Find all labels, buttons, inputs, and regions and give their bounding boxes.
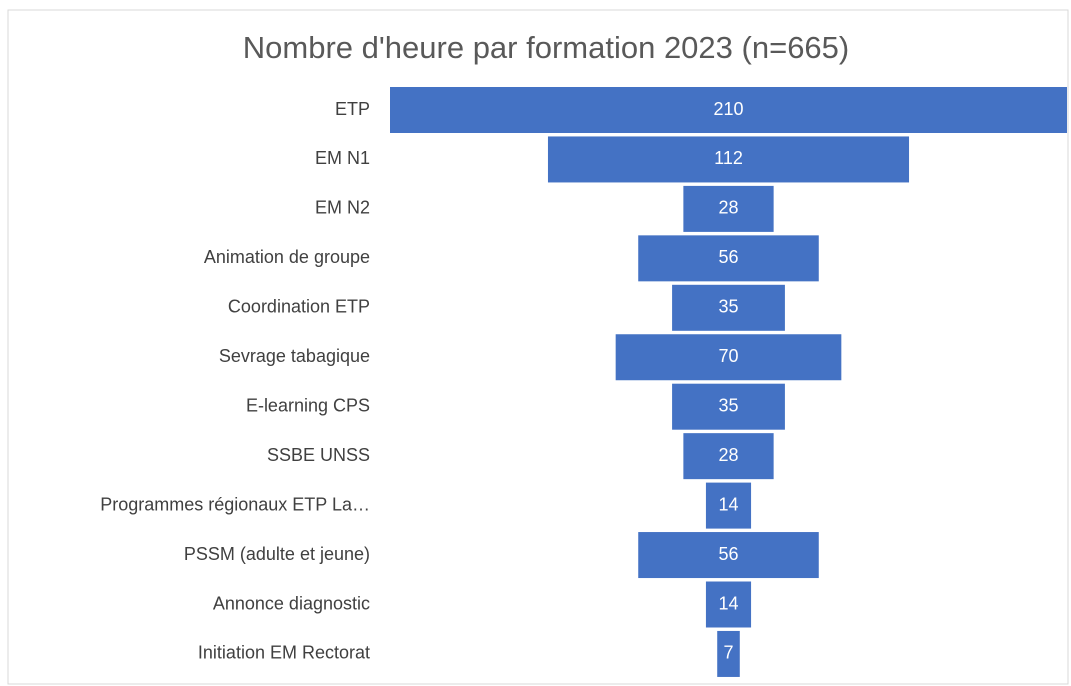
data-label: 14 xyxy=(718,593,738,613)
bar xyxy=(615,334,842,381)
data-label: 28 xyxy=(718,445,738,465)
data-label: 56 xyxy=(718,247,738,267)
data-label: 56 xyxy=(718,544,738,564)
bar xyxy=(683,433,774,480)
data-label: 210 xyxy=(713,99,743,119)
category-label: Coordination ETP xyxy=(228,297,370,317)
bar xyxy=(683,185,774,232)
category-label: ETP xyxy=(335,99,370,119)
bar xyxy=(717,630,740,677)
category-label: Programmes régionaux ETP La… xyxy=(100,494,370,514)
bar xyxy=(672,284,785,331)
chart-frame xyxy=(7,9,1069,685)
category-label: PSSM (adulte et jeune) xyxy=(184,544,370,564)
chart-title: Nombre d'heure par formation 2023 (n=665… xyxy=(243,30,849,65)
category-label: EM N1 xyxy=(315,148,370,168)
data-label: 7 xyxy=(723,643,733,663)
bar xyxy=(390,87,1067,133)
category-label: Initiation EM Rectorat xyxy=(198,643,370,663)
category-label: EM N2 xyxy=(315,198,370,218)
category-label: SSBE UNSS xyxy=(267,445,370,465)
category-label: Animation de groupe xyxy=(204,247,370,267)
bar xyxy=(705,581,752,628)
bar xyxy=(672,383,785,430)
category-label: E-learning CPS xyxy=(246,395,370,415)
bar xyxy=(638,532,819,579)
data-label: 35 xyxy=(718,395,738,415)
bar xyxy=(705,482,752,529)
category-label: Annonce diagnostic xyxy=(213,593,370,613)
category-label: Sevrage tabagique xyxy=(219,346,370,366)
bar xyxy=(547,136,910,183)
data-label: 14 xyxy=(718,494,738,514)
bar xyxy=(638,235,819,282)
data-label: 28 xyxy=(718,198,738,218)
data-label: 112 xyxy=(714,148,743,168)
data-label: 35 xyxy=(718,297,738,317)
data-label: 70 xyxy=(718,346,738,366)
